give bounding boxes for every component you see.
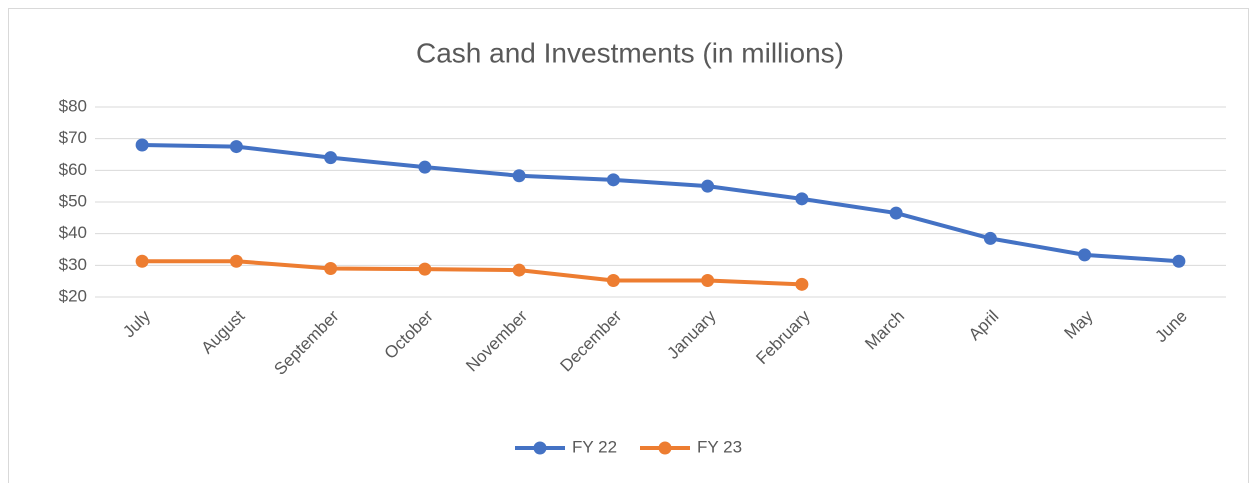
y-tick-label: $60	[59, 160, 87, 179]
legend-label: FY 23	[697, 437, 742, 456]
data-point	[889, 206, 903, 220]
y-tick-label: $80	[59, 96, 87, 115]
data-point	[1172, 254, 1186, 268]
data-point	[229, 140, 243, 154]
data-point	[795, 192, 809, 206]
data-point	[512, 169, 526, 183]
data-point	[1078, 248, 1092, 262]
legend-marker	[658, 441, 672, 455]
y-tick-label: $40	[59, 223, 87, 242]
data-point	[418, 160, 432, 174]
series-line	[140, 259, 804, 287]
y-tick-label: $70	[59, 128, 87, 147]
data-point	[701, 179, 715, 193]
data-point	[135, 138, 149, 152]
data-point	[324, 262, 338, 275]
chart-border	[8, 8, 1249, 483]
data-point	[606, 173, 620, 187]
chart-title: Cash and Investments (in millions)	[416, 37, 844, 68]
legend-marker	[533, 441, 547, 455]
data-point	[701, 274, 715, 288]
data-point	[324, 151, 338, 165]
series-line	[140, 143, 1181, 264]
data-point	[135, 254, 149, 268]
y-tick-label: $50	[59, 191, 87, 210]
data-point	[229, 254, 243, 268]
legend-label: FY 22	[572, 437, 617, 456]
y-tick-label: $30	[59, 255, 87, 274]
data-point	[795, 277, 809, 291]
data-point	[606, 274, 620, 288]
data-point	[983, 231, 997, 245]
data-point	[418, 262, 432, 276]
y-tick-label: $20	[59, 286, 87, 305]
data-point	[512, 263, 526, 277]
